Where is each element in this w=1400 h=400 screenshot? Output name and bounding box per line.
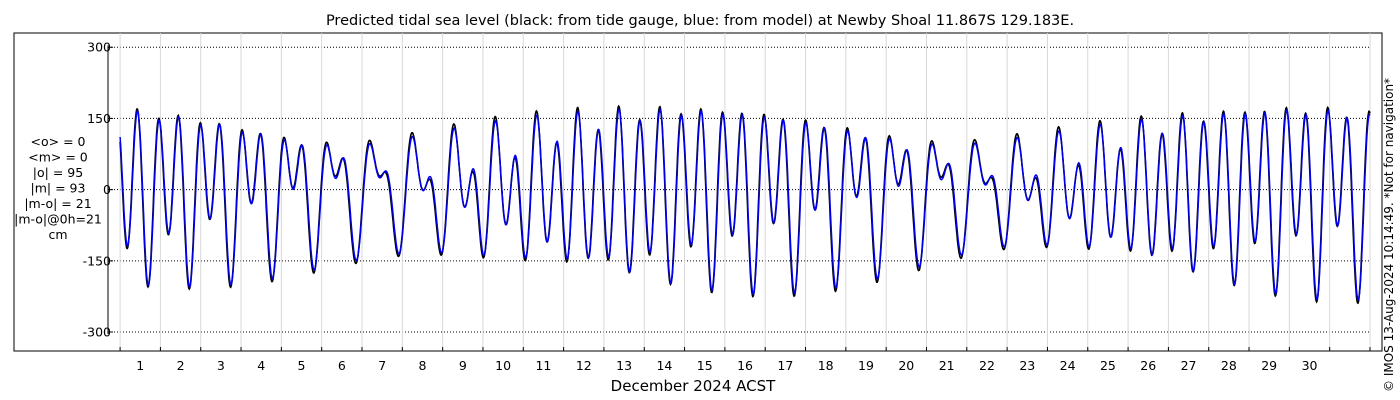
x-tick-label: 6 (338, 358, 346, 373)
series-group (119, 104, 1371, 305)
y-tick-label: -300 (83, 325, 111, 340)
chart-title: Predicted tidal sea level (black: from t… (326, 13, 1074, 29)
x-tick-label: 15 (697, 358, 713, 373)
x-tick-label: 11 (535, 358, 551, 373)
x-tick-label: 12 (576, 358, 592, 373)
stat-line: |o| = 95 (33, 165, 83, 180)
x-tick-label: 22 (979, 358, 995, 373)
stat-line: <o> = 0 (31, 134, 86, 149)
x-tick-label: 30 (1302, 358, 1318, 373)
x-tick-label: 20 (898, 358, 914, 373)
x-axis: 1 2 3 4 5 6 7 8 9 10 11 12 13 14 15 16 17 18 19 20 21 22 23 24 2… (108, 347, 1371, 373)
y-tick-label: 300 (87, 40, 111, 55)
stat-line: |m| = 93 (31, 181, 86, 196)
x-tick-label: 27 (1181, 358, 1197, 373)
x-tick-label: 17 (777, 358, 793, 373)
x-tick-label: 9 (459, 358, 467, 373)
stat-line: |m-o| = 21 (24, 196, 91, 211)
x-tick-label: 28 (1221, 358, 1237, 373)
x-tick-label: 3 (217, 358, 225, 373)
x-tick-label: 10 (495, 358, 511, 373)
y-axis: 300 150 0 -150 -300 (83, 40, 113, 340)
stat-line: |m-o|@0h=21 (14, 212, 102, 227)
stat-line: <m> = 0 (28, 150, 88, 165)
x-tick-label: 8 (419, 358, 427, 373)
y-tick-label: -150 (83, 253, 111, 268)
stats-panel: <o> = 0<m> = 0|o| = 95|m| = 93|m-o| = 21… (14, 134, 102, 242)
credit-text: © IMOS 13-Aug-2024 10:14:49. *Not for na… (1382, 78, 1396, 392)
x-tick-label: 24 (1060, 358, 1076, 373)
x-tick-label: 16 (737, 358, 753, 373)
x-axis-label: December 2024 ACST (611, 377, 776, 395)
x-tick-label: 13 (616, 358, 632, 373)
x-tick-label: 4 (257, 358, 265, 373)
x-tick-label: 2 (177, 358, 185, 373)
x-tick-label: 14 (656, 358, 672, 373)
grid-lines (108, 33, 1371, 351)
x-tick-label: 5 (298, 358, 306, 373)
x-tick-label: 23 (1019, 358, 1035, 373)
stat-line: cm (48, 227, 67, 242)
x-tick-label: 26 (1140, 358, 1156, 373)
x-tick-label: 19 (858, 358, 874, 373)
series-line-model (119, 108, 1371, 301)
y-tick-label: 0 (103, 182, 111, 197)
x-tick-label: 21 (939, 358, 955, 373)
x-tick-label: 18 (818, 358, 834, 373)
x-tick-label: 29 (1261, 358, 1277, 373)
y-tick-label: 150 (87, 111, 111, 126)
x-tick-label: 25 (1100, 358, 1116, 373)
x-tick-label: 7 (378, 358, 386, 373)
x-tick-label: 1 (136, 358, 144, 373)
